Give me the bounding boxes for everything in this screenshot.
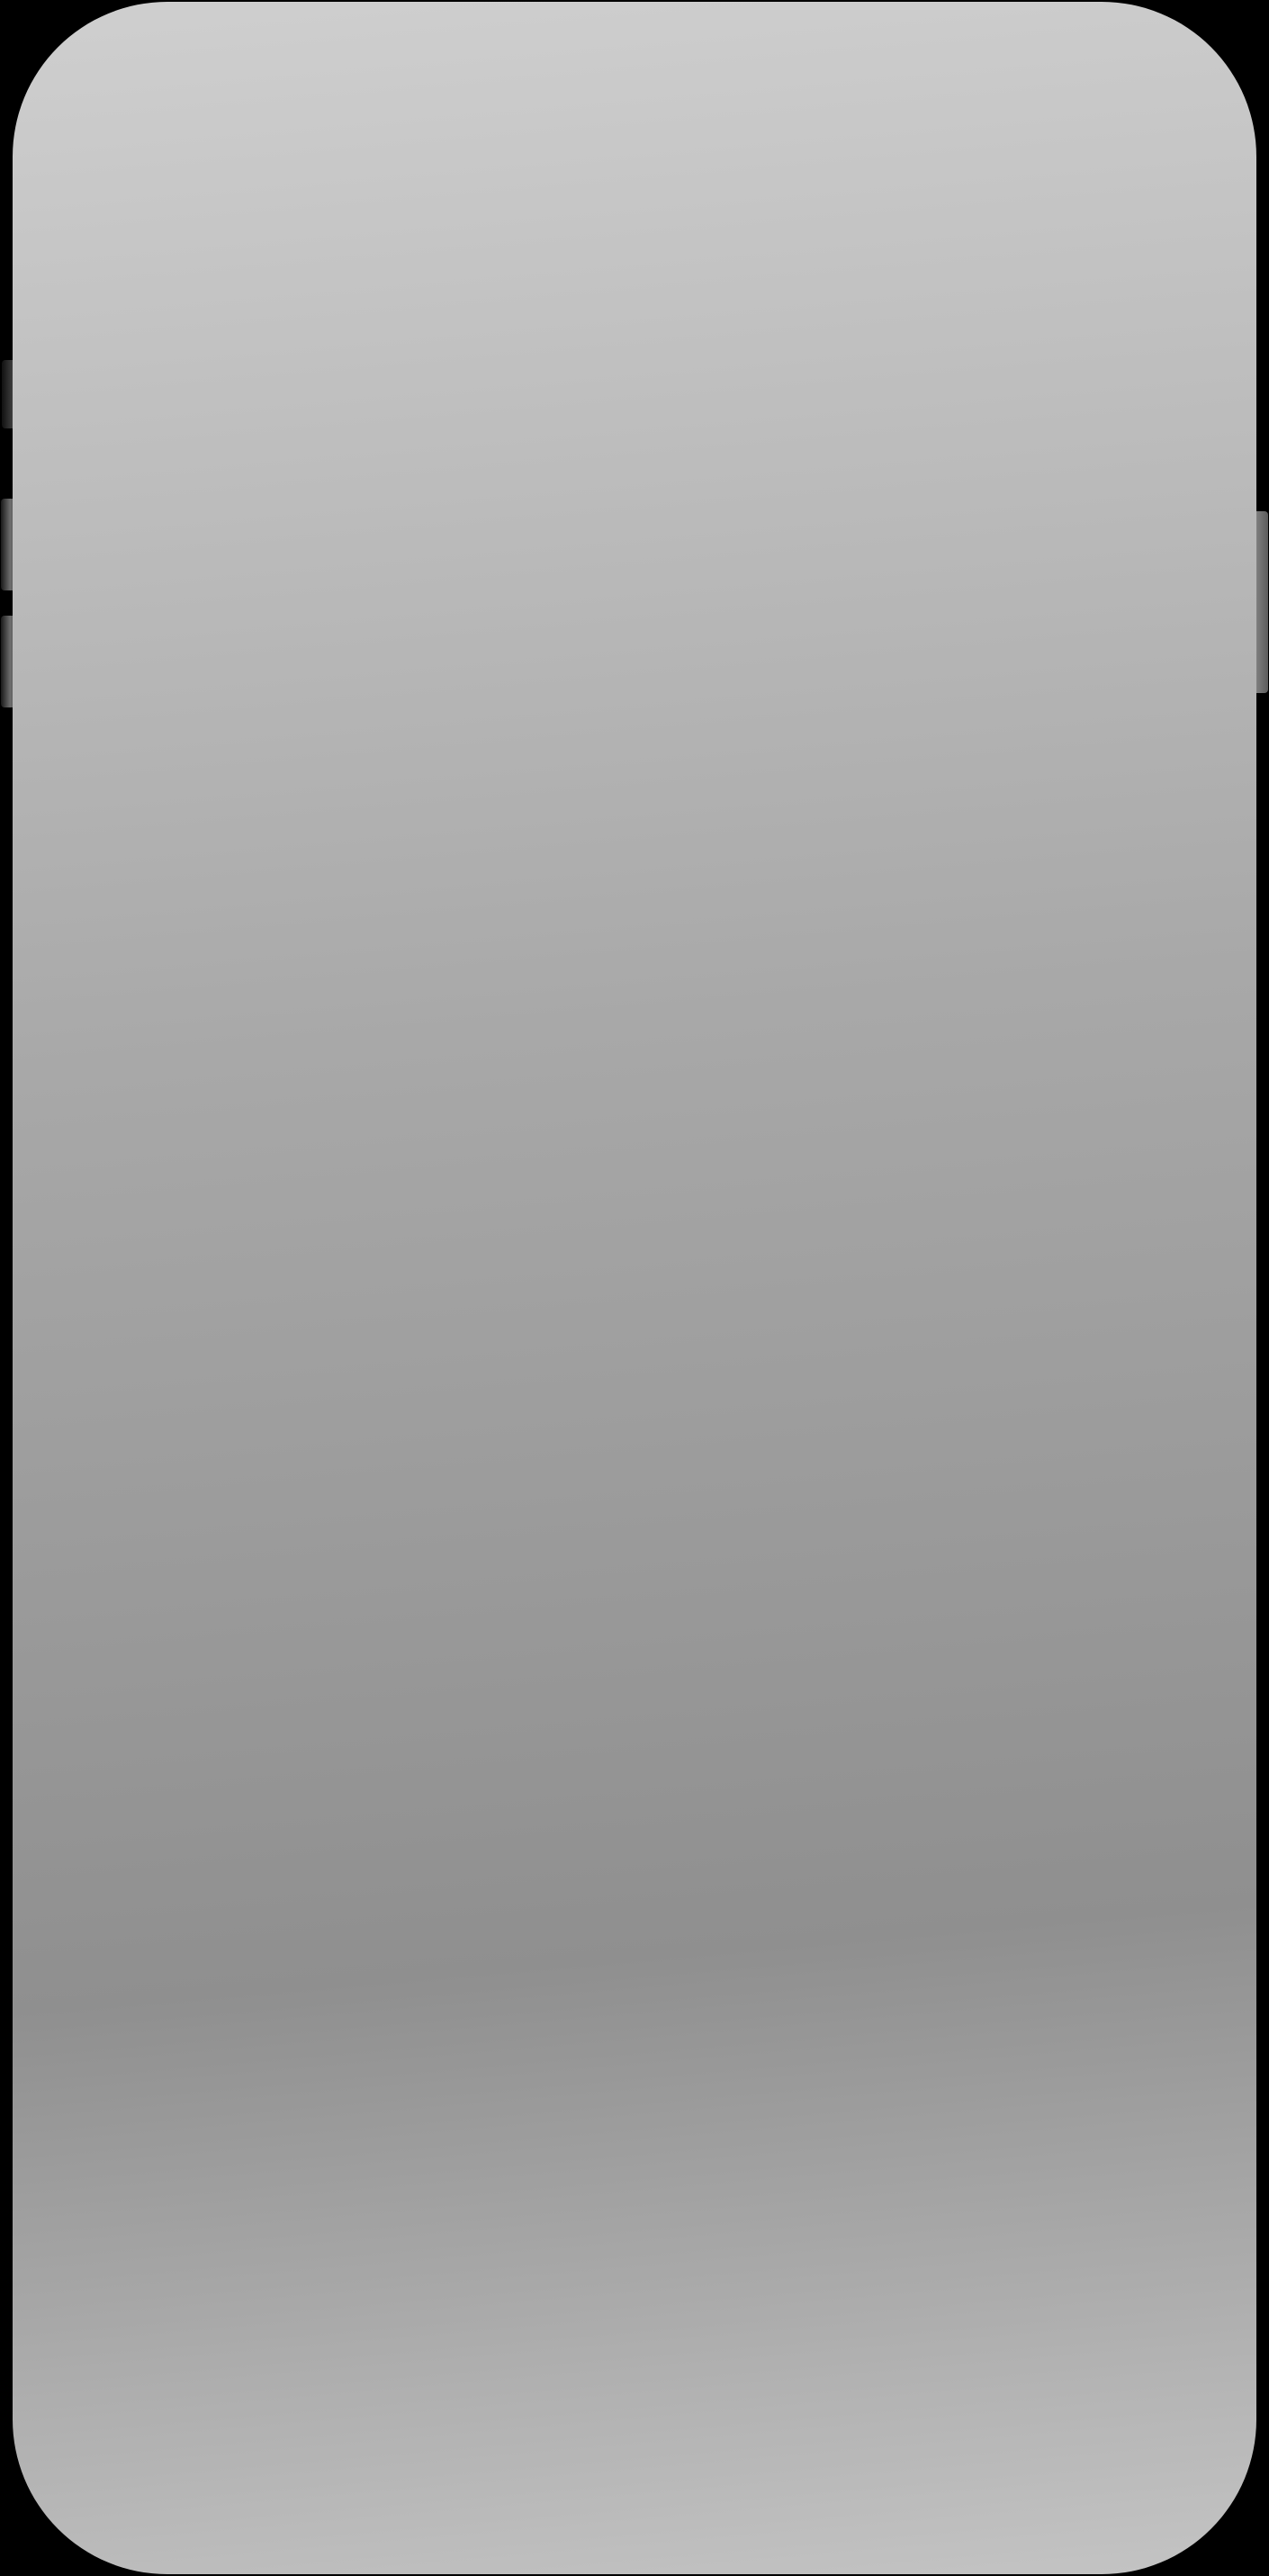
phone-frame [13,2,1256,2574]
